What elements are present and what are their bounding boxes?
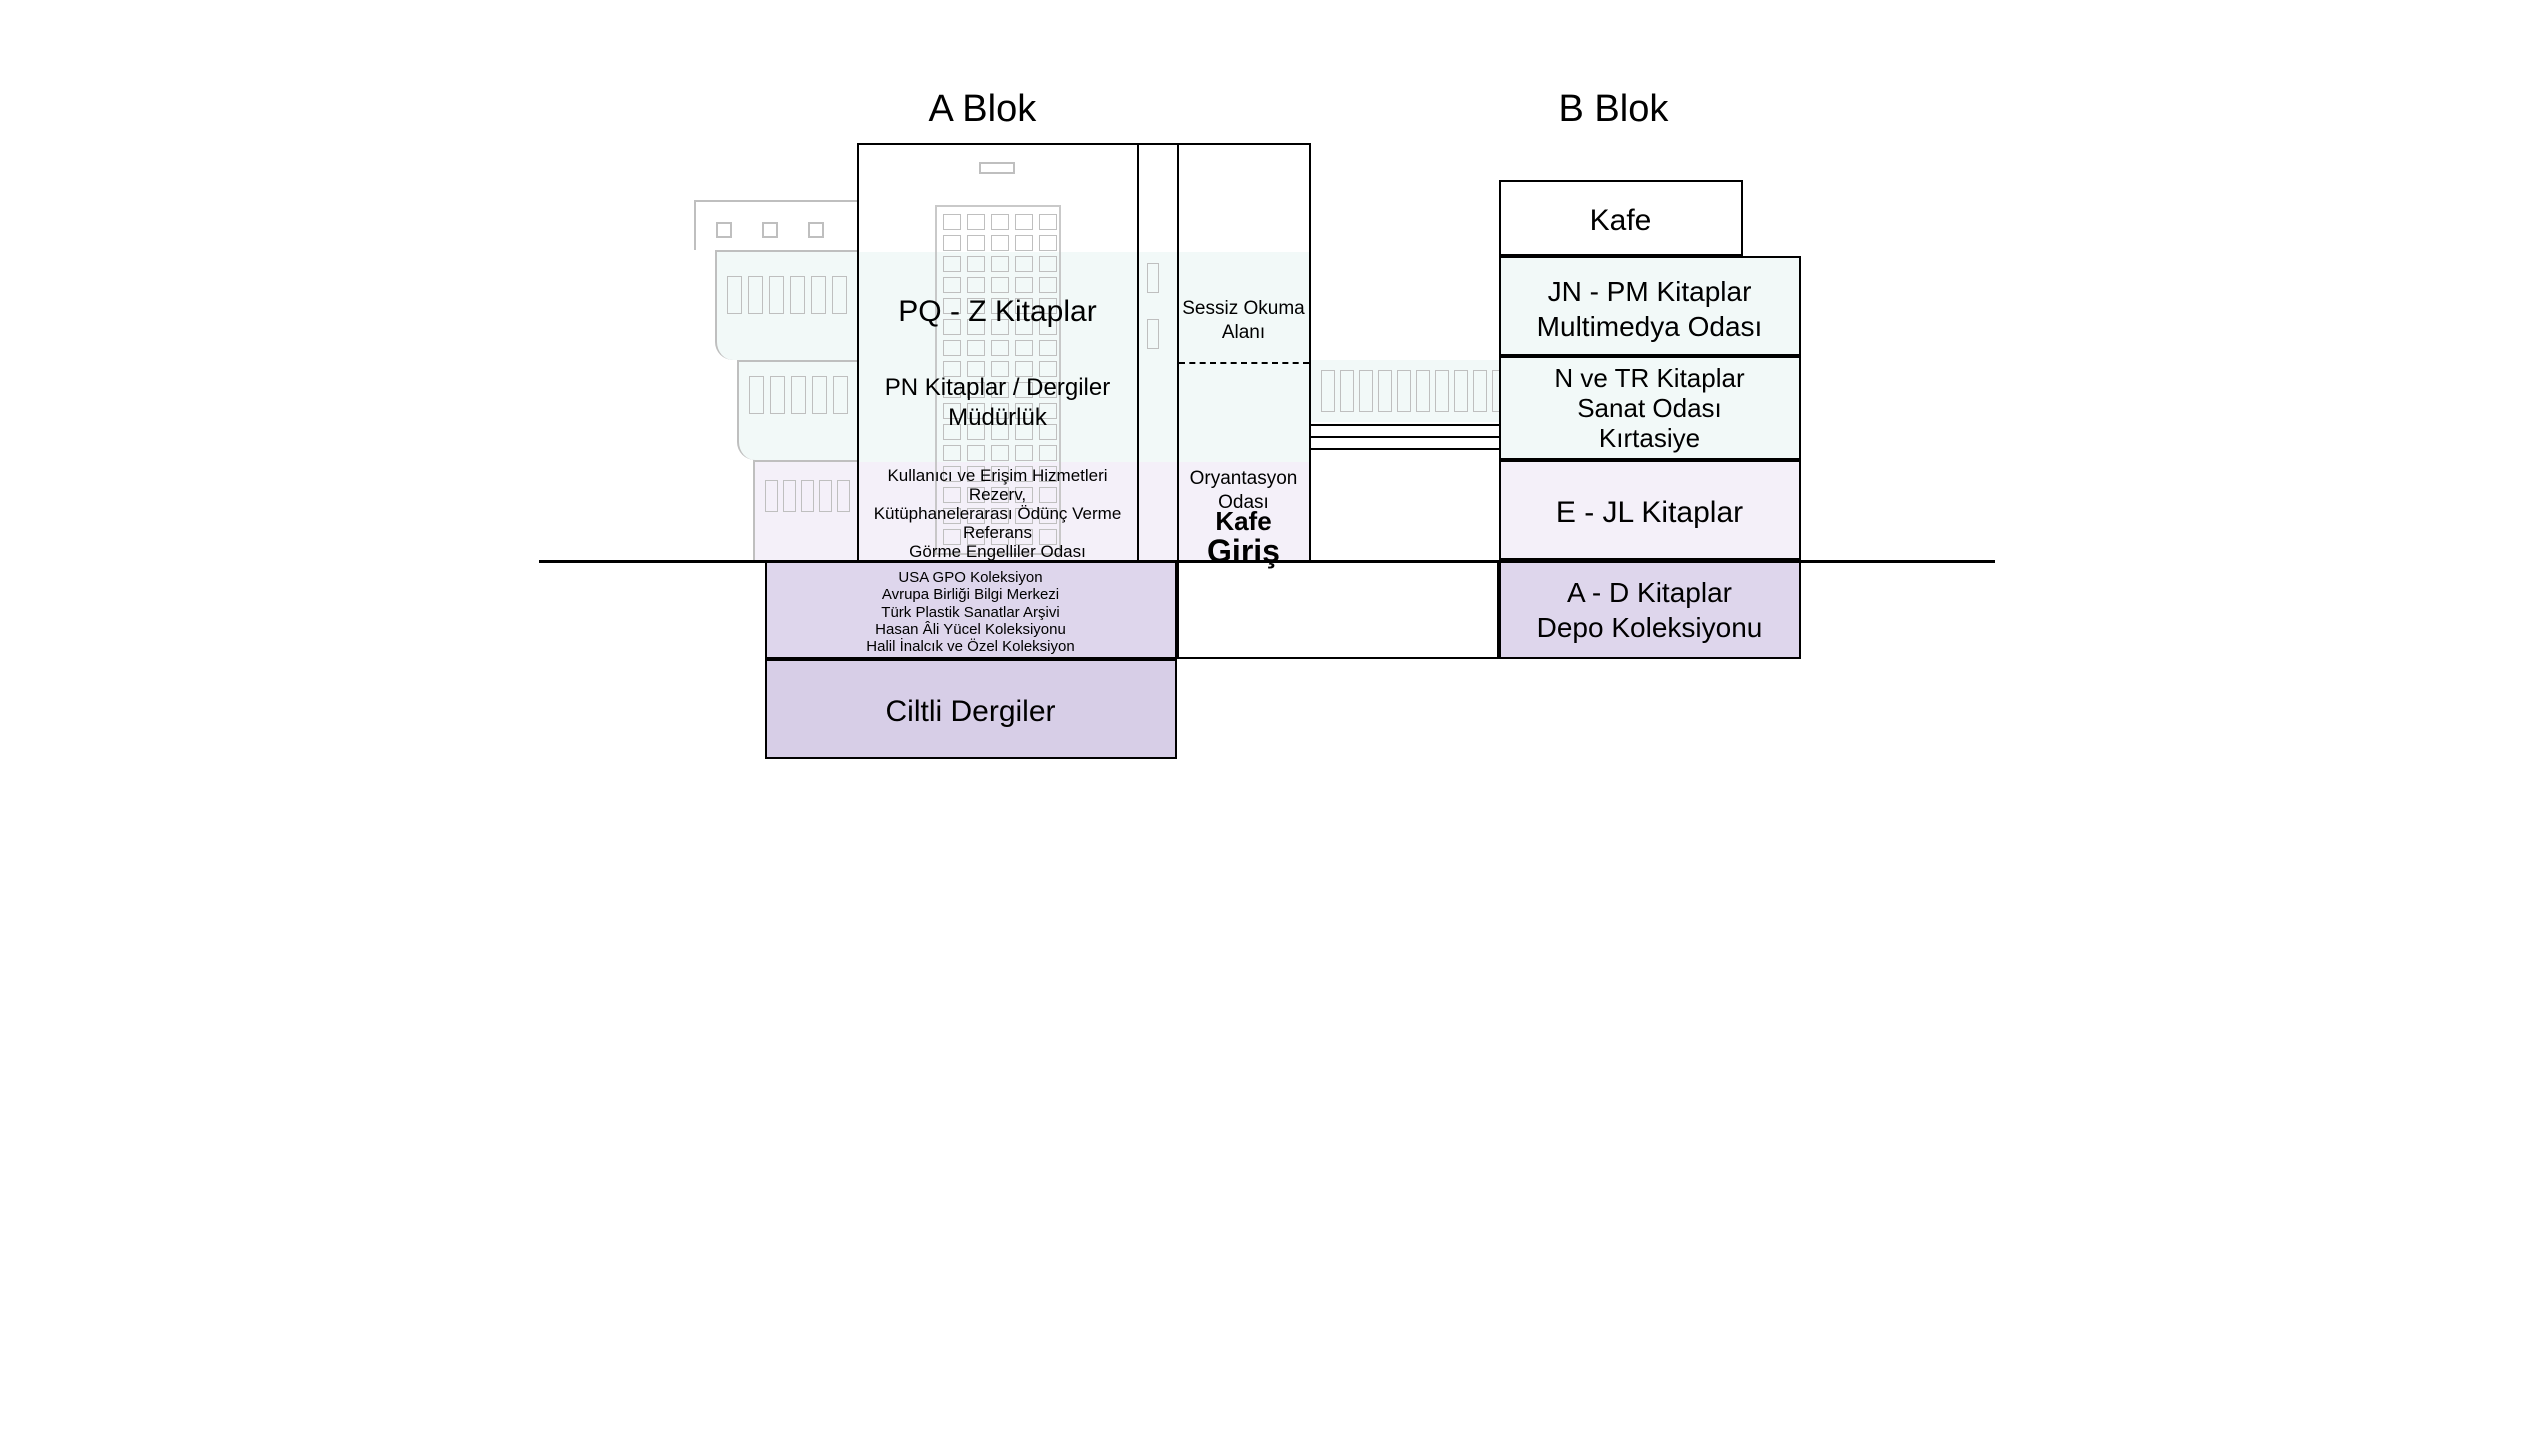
label-pn: PN Kitaplar / Dergiler Müdürlük: [857, 373, 1139, 433]
window-icon: [762, 222, 778, 238]
label-a-d: A - D Kitaplar Depo Koleksiyonu: [1501, 575, 1799, 645]
window-icon: [1416, 370, 1430, 412]
window-icon: [783, 480, 796, 512]
label-sessiz: Sessiz Okuma Alanı: [1179, 297, 1309, 345]
a-side-block: Sessiz Okuma Alanı Oryantasyon Odası Kaf…: [1177, 143, 1311, 560]
label-jn-pm: JN - PM Kitaplar Multimedya Odası: [1501, 274, 1799, 344]
window-icon: [1473, 370, 1487, 412]
b-jn-pm: JN - PM Kitaplar Multimedya Odası: [1499, 256, 1801, 356]
label-services: Kullanıcı ve Erişim Hizmetleri Rezerv, K…: [849, 466, 1147, 561]
a-side-roof: [1179, 145, 1309, 252]
b-kafe: Kafe: [1499, 180, 1743, 256]
window-icon: [716, 222, 732, 238]
label-collections: USA GPO Koleksiyon Avrupa Birliği Bilgi …: [767, 569, 1175, 673]
window-icon: [1435, 370, 1449, 412]
window-icon: [819, 480, 832, 512]
b-n-tr: N ve TR Kitaplar Sanat Odası Kırtasiye: [1499, 356, 1801, 460]
window-icon: [1378, 370, 1392, 412]
roof-vent-icon: [979, 162, 1015, 174]
b-a-d: A - D Kitaplar Depo Koleksiyonu: [1499, 563, 1801, 659]
bridge-bg: [1311, 360, 1499, 422]
window-icon: [833, 376, 848, 414]
window-icon: [1321, 370, 1335, 412]
bridge-line1: [1311, 424, 1499, 426]
window-icon: [727, 276, 742, 314]
window-icon: [808, 222, 824, 238]
window-icon: [1147, 319, 1159, 349]
window-icon: [748, 276, 763, 314]
a-wing-mid: [737, 360, 857, 460]
label-n-tr: N ve TR Kitaplar Sanat Odası Kırtasiye: [1501, 364, 1799, 454]
window-icon: [1397, 370, 1411, 412]
window-icon: [749, 376, 764, 414]
a-side-sessiz-bg: [1179, 252, 1309, 462]
window-icon: [1359, 370, 1373, 412]
window-icon: [791, 376, 806, 414]
a-basement-ciltli: Ciltli Dergiler: [765, 659, 1177, 759]
a-side-div2: [1179, 362, 1309, 364]
label-pqz: PQ - Z Kitaplar: [857, 293, 1139, 331]
label-b-kafe: Kafe: [1501, 202, 1741, 240]
window-icon: [1454, 370, 1468, 412]
window-icon: [1147, 263, 1159, 293]
label-ciltli: Ciltli Dergiler: [767, 693, 1175, 731]
window-icon: [801, 480, 814, 512]
a-wing-parapet: [694, 200, 857, 250]
label-e-jl: E - JL Kitaplar: [1501, 494, 1799, 532]
a-shaft-lav: [1139, 462, 1177, 560]
a-basement-collections: USA GPO Koleksiyon Avrupa Birliği Bilgi …: [765, 563, 1177, 659]
bridge-line3: [1311, 448, 1499, 450]
title-a-blok: A Blok: [929, 88, 1037, 131]
window-icon: [1340, 370, 1354, 412]
window-icon: [811, 276, 826, 314]
window-icon: [765, 480, 778, 512]
a-shaft: [1139, 143, 1177, 560]
b-e-jl: E - JL Kitaplar: [1499, 460, 1801, 560]
window-icon: [812, 376, 827, 414]
a-side-basement: [1177, 563, 1499, 659]
window-icon: [769, 276, 784, 314]
floorplan-diagram: A Blok B Blok: [539, 0, 1995, 816]
a-wing-upper: [715, 250, 857, 360]
a-wing-low: [753, 460, 857, 560]
window-icon: [770, 376, 785, 414]
window-icon: [832, 276, 847, 314]
bridge-line2: [1311, 436, 1499, 438]
window-icon: [790, 276, 805, 314]
title-b-blok: B Blok: [1559, 88, 1669, 131]
